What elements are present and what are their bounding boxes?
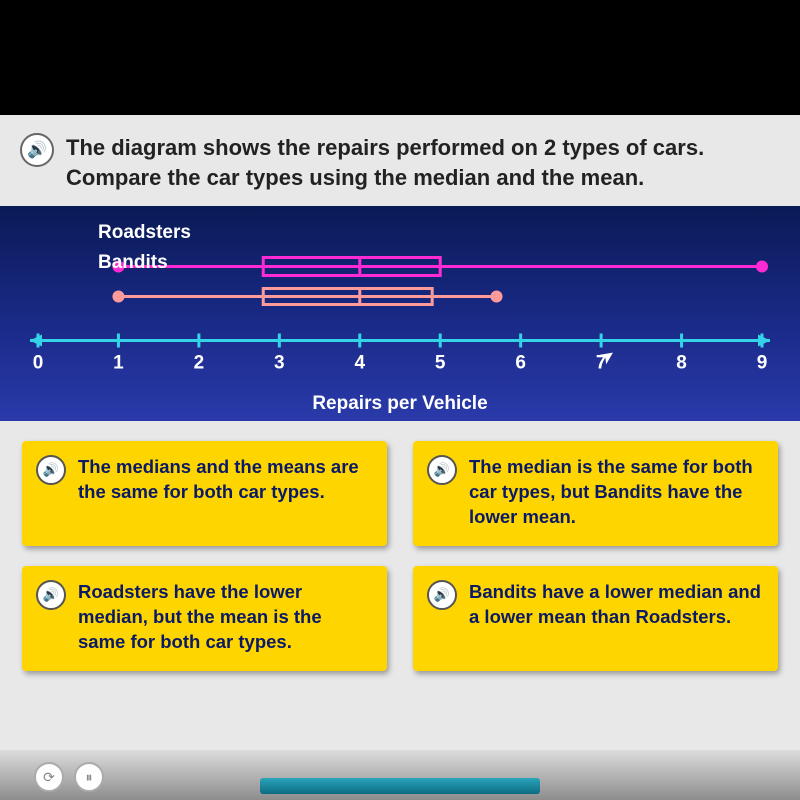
svg-text:9: 9 <box>757 353 768 374</box>
prompt-speaker-button[interactable]: 🔊 <box>20 133 54 167</box>
svg-text:8: 8 <box>676 353 687 374</box>
answer-3-text: Roadsters have the lower median, but the… <box>78 580 371 655</box>
speaker-icon: 🔊 <box>434 462 450 478</box>
bottom-bar: ⟳ ⏸ <box>0 750 800 800</box>
prompt-line2: Compare the car types using the median a… <box>66 163 704 193</box>
series-label-bandits: Bandits <box>98 252 168 274</box>
svg-text:3: 3 <box>274 353 285 374</box>
svg-text:6: 6 <box>515 353 526 374</box>
content-area: 🔊 The diagram shows the repairs performe… <box>0 115 800 800</box>
answer-option-4[interactable]: 🔊 Bandits have a lower median and a lowe… <box>413 566 778 671</box>
nav-pause-button[interactable]: ⏸ <box>74 762 104 792</box>
speaker-icon: 🔊 <box>434 587 450 603</box>
nav-prev-button[interactable]: ⟳ <box>34 762 64 792</box>
answer-1-text: The medians and the means are the same f… <box>78 455 371 505</box>
answer-1-speaker-button[interactable]: 🔊 <box>36 455 66 485</box>
svg-text:2: 2 <box>194 353 205 374</box>
svg-text:4: 4 <box>354 353 365 374</box>
answer-4-speaker-button[interactable]: 🔊 <box>427 580 457 610</box>
progress-bar <box>260 778 540 794</box>
answer-option-3[interactable]: 🔊 Roadsters have the lower median, but t… <box>22 566 387 671</box>
series-label-roadsters: Roadsters <box>98 222 191 244</box>
svg-text:0: 0 <box>33 353 44 374</box>
answer-2-speaker-button[interactable]: 🔊 <box>427 455 457 485</box>
speaker-icon: 🔊 <box>43 587 59 603</box>
top-black-bar <box>0 0 800 115</box>
speaker-icon: 🔊 <box>27 140 47 160</box>
x-axis-title: Repairs per Vehicle <box>0 393 800 415</box>
answer-3-speaker-button[interactable]: 🔊 <box>36 580 66 610</box>
answer-2-text: The median is the same for both car type… <box>469 455 762 530</box>
prompt-row: 🔊 The diagram shows the repairs performe… <box>0 125 800 206</box>
boxplot-chart: Roadsters Bandits 0123456789 Repairs per… <box>0 206 800 421</box>
answer-option-2[interactable]: 🔊 The median is the same for both car ty… <box>413 441 778 546</box>
answer-option-1[interactable]: 🔊 The medians and the means are the same… <box>22 441 387 546</box>
svg-text:5: 5 <box>435 353 446 374</box>
prompt-line1: The diagram shows the repairs performed … <box>66 133 704 163</box>
speaker-icon: 🔊 <box>43 462 59 478</box>
answers-grid: 🔊 The medians and the means are the same… <box>0 421 800 671</box>
answer-4-text: Bandits have a lower median and a lower … <box>469 580 762 630</box>
svg-text:1: 1 <box>113 353 124 374</box>
prompt-text-wrap: The diagram shows the repairs performed … <box>66 133 704 192</box>
